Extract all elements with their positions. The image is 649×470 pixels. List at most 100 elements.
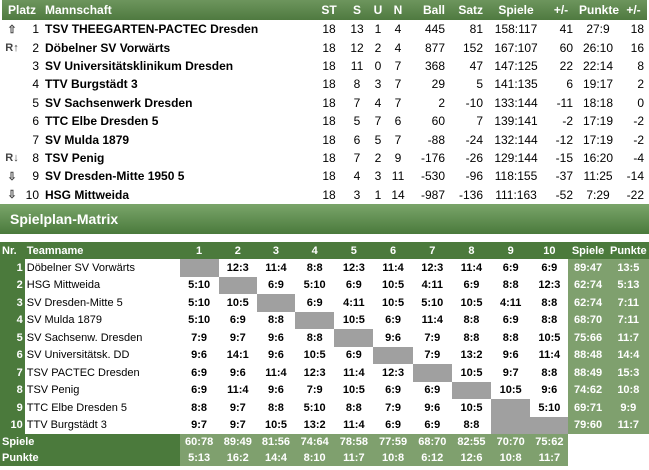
- matrix-footer-value: 78:58: [334, 434, 374, 450]
- header-diff-spiele[interactable]: +/-: [546, 0, 577, 20]
- matrix-team-name[interactable]: HSG Mittweida: [26, 279, 101, 292]
- team-name[interactable]: TSV Penig: [42, 148, 313, 168]
- stat-punkte: 26:10: [576, 38, 621, 57]
- stat-spiele: 147:125: [486, 56, 547, 76]
- standings-row[interactable]: R↓ 8 TSV Penig 18 7 2 9 -176 -26 129:144 -15 16:20-…: [2, 148, 648, 168]
- matrix-team-name[interactable]: SV Universitätsk. DD: [26, 349, 130, 362]
- standings-row[interactable]: 7 SV Mulda 1879 18 6 5 7 -88 -24 132:144 -12 17:19…: [2, 130, 648, 149]
- stat-st: 18: [312, 185, 347, 204]
- movement-icon: R↓: [2, 148, 22, 168]
- matrix-row: 5 SV Sachsenw. Dresden 7:9 9:7 9:6 8:8 9:6 7:9 8…: [0, 329, 649, 347]
- matrix-result-cell: 7:9: [306, 384, 323, 397]
- matrix-result-cell: 9:7: [229, 401, 246, 414]
- stat-spiele: 129:144: [486, 148, 547, 168]
- matrix-footer-value: 14:4: [256, 450, 296, 466]
- matrix-result-cell: 6:9: [424, 384, 441, 397]
- matrix-team-name[interactable]: TTV Burgstädt 3: [26, 419, 107, 432]
- team-name[interactable]: TSV THEEGARTEN-PACTEC Dresden: [42, 20, 313, 39]
- matrix-team-name[interactable]: TSV Penig: [26, 384, 80, 397]
- standings-row[interactable]: ⇧ 1 TSV THEEGARTEN-PACTEC Dresden 18 13 1 4 445…: [2, 20, 648, 39]
- matrix-header-col-10: 10: [530, 242, 569, 259]
- stat-n: 7: [388, 93, 409, 112]
- header-punkte[interactable]: Punkte: [576, 0, 621, 20]
- matrix-header-spiele: Spiele: [568, 242, 608, 259]
- standings-row[interactable]: ⇩ 9 SV Dresden-Mitte 1950 5 18 4 3 11 -530 -96 11…: [2, 167, 648, 186]
- matrix-team-name[interactable]: TSV PACTEC Dresden: [26, 366, 140, 379]
- header-s[interactable]: S: [346, 0, 369, 20]
- place-value: 1: [22, 20, 43, 39]
- matrix-result-cell: 9:7: [191, 419, 208, 432]
- matrix-result-cell: 9:6: [541, 384, 558, 397]
- stat-n: 4: [388, 38, 409, 57]
- movement-icon: [2, 56, 22, 76]
- team-name[interactable]: TTV Burgstädt 3: [42, 75, 313, 94]
- matrix-footer-empty: [607, 450, 649, 466]
- team-name[interactable]: TTC Elbe Dresden 5: [42, 111, 313, 131]
- matrix-result-cell: 11:4: [382, 261, 404, 274]
- team-name[interactable]: SV Universitätsklinikum Dresden: [42, 56, 313, 76]
- stat-u: 3: [368, 167, 389, 186]
- stat-punkte: 17:19: [576, 130, 621, 149]
- stat-diff1: 41: [546, 20, 577, 39]
- header-n[interactable]: N: [388, 0, 409, 20]
- matrix-team-name[interactable]: Döbelner SV Vorwärts: [26, 261, 135, 274]
- header-mannschaft[interactable]: Mannschaft: [42, 0, 313, 20]
- matrix-footer-spiele: Spiele 60:78 89:49 81:56 74:64 78:58 77:59 68:7…: [0, 434, 649, 450]
- stat-spiele: 167:107: [486, 38, 547, 57]
- stat-spiele: 158:117: [486, 20, 547, 39]
- stat-n: 14: [388, 185, 409, 204]
- stat-u: 7: [368, 111, 389, 131]
- team-name[interactable]: HSG Mittweida: [42, 185, 313, 204]
- place-value: 4: [22, 75, 43, 94]
- stat-u: 3: [368, 75, 389, 94]
- team-name[interactable]: SV Sachsenwerk Dresden: [42, 93, 313, 112]
- header-ball[interactable]: Ball: [408, 0, 449, 20]
- matrix-row-spiele: 62:74: [568, 276, 608, 294]
- matrix-team-name[interactable]: SV Sachsenw. Dresden: [26, 331, 143, 344]
- movement-icon: ⇧: [2, 20, 22, 39]
- matrix-result-cell: 5:10: [421, 296, 444, 309]
- matrix-result-cell: 10:5: [382, 296, 405, 309]
- movement-icon: R↑: [2, 38, 22, 57]
- standings-row[interactable]: 5 SV Sachsenwerk Dresden 18 7 4 7 2 -10 133:144-…: [2, 93, 648, 112]
- stat-st: 18: [312, 130, 347, 149]
- matrix-footer-punkte: Punkte 5:13 16:2 14:4 8:10 11:7 10:8 6:12 12:6 10…: [0, 450, 649, 466]
- matrix-result-cell: 11:4: [421, 314, 443, 327]
- stat-diff1: -52: [546, 185, 577, 204]
- header-platz[interactable]: Platz: [2, 0, 43, 20]
- matrix-team-name[interactable]: SV Dresden-Mitte 5: [26, 296, 123, 309]
- matrix-header-col-5: 5: [334, 242, 374, 259]
- team-name[interactable]: Döbelner SV Vorwärts: [42, 38, 313, 57]
- header-st[interactable]: ST: [312, 0, 347, 20]
- place-value: 9: [22, 167, 43, 186]
- matrix-row-number: 4: [0, 311, 25, 329]
- standings-row[interactable]: 6 TTC Elbe Dresden 5 18 5 7 6 60 7 139:141 -2 17:1…: [2, 111, 648, 131]
- matrix-team-name[interactable]: SV Mulda 1879: [26, 314, 102, 327]
- header-spiele[interactable]: Spiele: [486, 0, 547, 20]
- standings-row[interactable]: ⇩ 10 HSG Mittweida 18 3 1 14 -987 -136 111:163 -52…: [2, 185, 648, 204]
- matrix-result-cell: 12:3: [342, 261, 365, 274]
- matrix-row: 6 SV Universitätsk. DD 9:6 14:1 9:6 10:5 6:9 7:…: [0, 346, 649, 364]
- matrix-team-name[interactable]: TTC Elbe Dresden 5: [26, 401, 128, 414]
- matrix-diagonal-cell: [295, 311, 335, 329]
- standings-row[interactable]: R↑ 2 Döbelner SV Vorwärts 18 12 2 4 877 152 167:1…: [2, 38, 648, 57]
- team-name[interactable]: SV Dresden-Mitte 1950 5: [42, 167, 313, 186]
- matrix-result-cell: 6:9: [268, 279, 284, 292]
- matrix-result-cell: 11:4: [343, 419, 365, 432]
- matrix-footer-value: 75:62: [530, 434, 569, 450]
- matrix-result-cell: 9:6: [191, 349, 208, 362]
- matrix-result-cell: 12:3: [421, 261, 444, 274]
- header-diff-punkte[interactable]: +/-: [620, 0, 648, 20]
- header-u[interactable]: U: [368, 0, 389, 20]
- team-name[interactable]: SV Mulda 1879: [42, 130, 313, 149]
- stat-diff2: 0: [620, 93, 648, 112]
- stat-st: 18: [312, 38, 347, 57]
- place-value: 7: [22, 130, 43, 149]
- standings-row[interactable]: 4 TTV Burgstädt 3 18 8 3 7 29 5 141:135 6 19:17 2: [2, 75, 648, 94]
- matrix-result-cell: 11:4: [460, 261, 483, 274]
- matrix-row-number: 5: [0, 329, 25, 347]
- standings-row[interactable]: 3 SV Universitätsklinikum Dresden 18 11 0 7 36…: [2, 56, 648, 76]
- stat-n: 7: [388, 130, 409, 149]
- header-satz[interactable]: Satz: [448, 0, 487, 20]
- matrix-row: 8 TSV Penig 6:9 11:4 9:6 7:9 10:5 6:9 6:9 10:5 9:6…: [0, 381, 649, 399]
